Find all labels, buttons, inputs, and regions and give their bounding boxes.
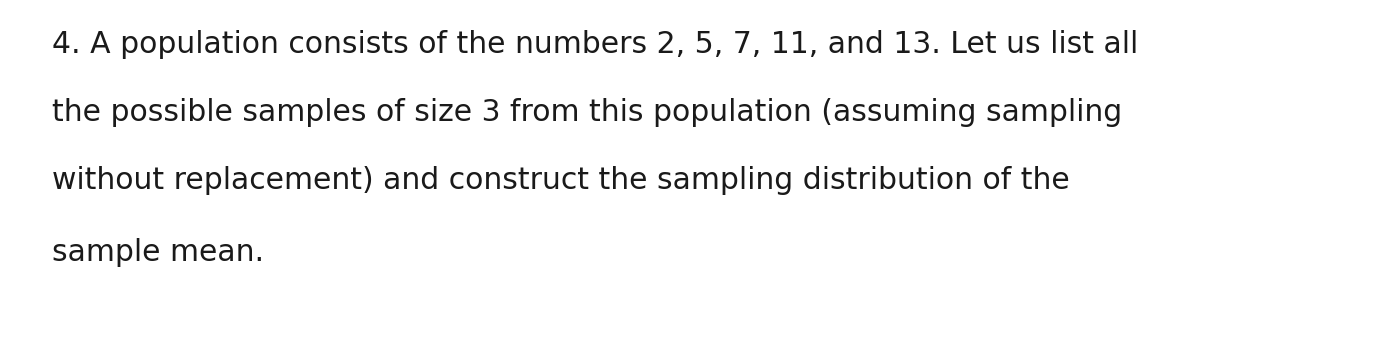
Text: sample mean.: sample mean. [52, 238, 264, 267]
Text: without replacement) and construct the sampling distribution of the: without replacement) and construct the s… [52, 166, 1070, 195]
Text: the possible samples of size 3 from this population (assuming sampling: the possible samples of size 3 from this… [52, 98, 1123, 127]
Text: 4. A population consists of the numbers 2, 5, 7, 11, and 13. Let us list all: 4. A population consists of the numbers … [52, 30, 1138, 59]
